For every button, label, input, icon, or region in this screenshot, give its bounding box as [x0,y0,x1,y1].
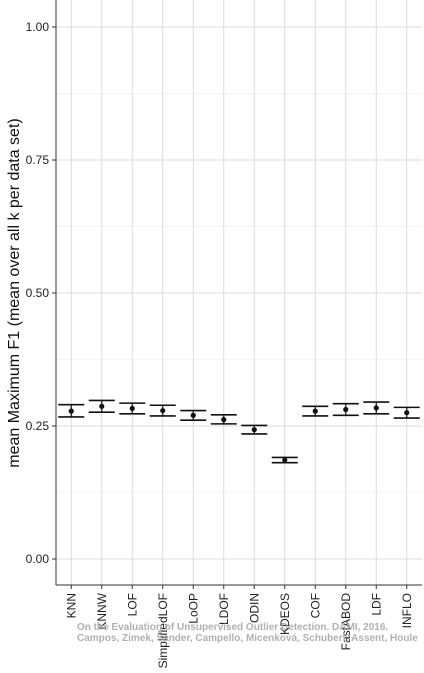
y-tick-label: 0.50 [26,286,50,300]
major-grid [56,0,422,585]
watermark-line-2: Campos, Zimek, Sander, Campello, Micenko… [77,633,418,644]
x-tick-label: LoOP [186,593,200,624]
mean-point [221,417,227,423]
mean-point [373,405,379,411]
mean-point [251,427,257,433]
minor-grid [56,93,422,493]
mean-point [68,408,74,414]
mean-point [129,405,135,412]
x-tick-label: KDEOS [278,593,292,635]
mean-point [282,457,288,463]
x-tick-label: LDOF [217,593,231,625]
watermark-line-1: On the Evaluation of Unsupervised Outlie… [77,622,388,633]
mean-point [404,410,410,416]
y-tick-label: 0.75 [26,153,50,167]
x-tick-label: ODIN [247,593,261,623]
x-tick-label: COF [308,593,322,618]
x-tick-label: LOF [125,593,139,616]
error-bars [58,399,420,464]
x-tick-label: LDF [369,593,383,616]
mean-point [99,403,105,409]
x-tick-label: KNNW [95,592,109,629]
x-tick-labels: KNN KNNW LOF SimplifiedLOF LoOP LDOF ODIN KDEOS… [64,592,414,668]
x-tick-label: INFLO [400,593,414,628]
mean-point [312,408,318,414]
y-axis-label: mean Maximum F1 (mean over all k per dat… [6,118,23,467]
y-tick-label: 0.00 [26,552,50,566]
mean-point [343,406,349,413]
mean-point [190,412,196,418]
x-tick-label: KNN [64,593,78,618]
x-tick-label: SimplifiedLOF [156,593,170,668]
y-ticks: 0.00 0.25 0.50 0.75 1.00 [26,20,408,589]
y-tick-label: 0.25 [26,419,50,433]
y-tick-label: 1.00 [26,20,50,34]
mean-point [160,407,166,414]
x-tick-label: FastABOD [339,593,353,651]
